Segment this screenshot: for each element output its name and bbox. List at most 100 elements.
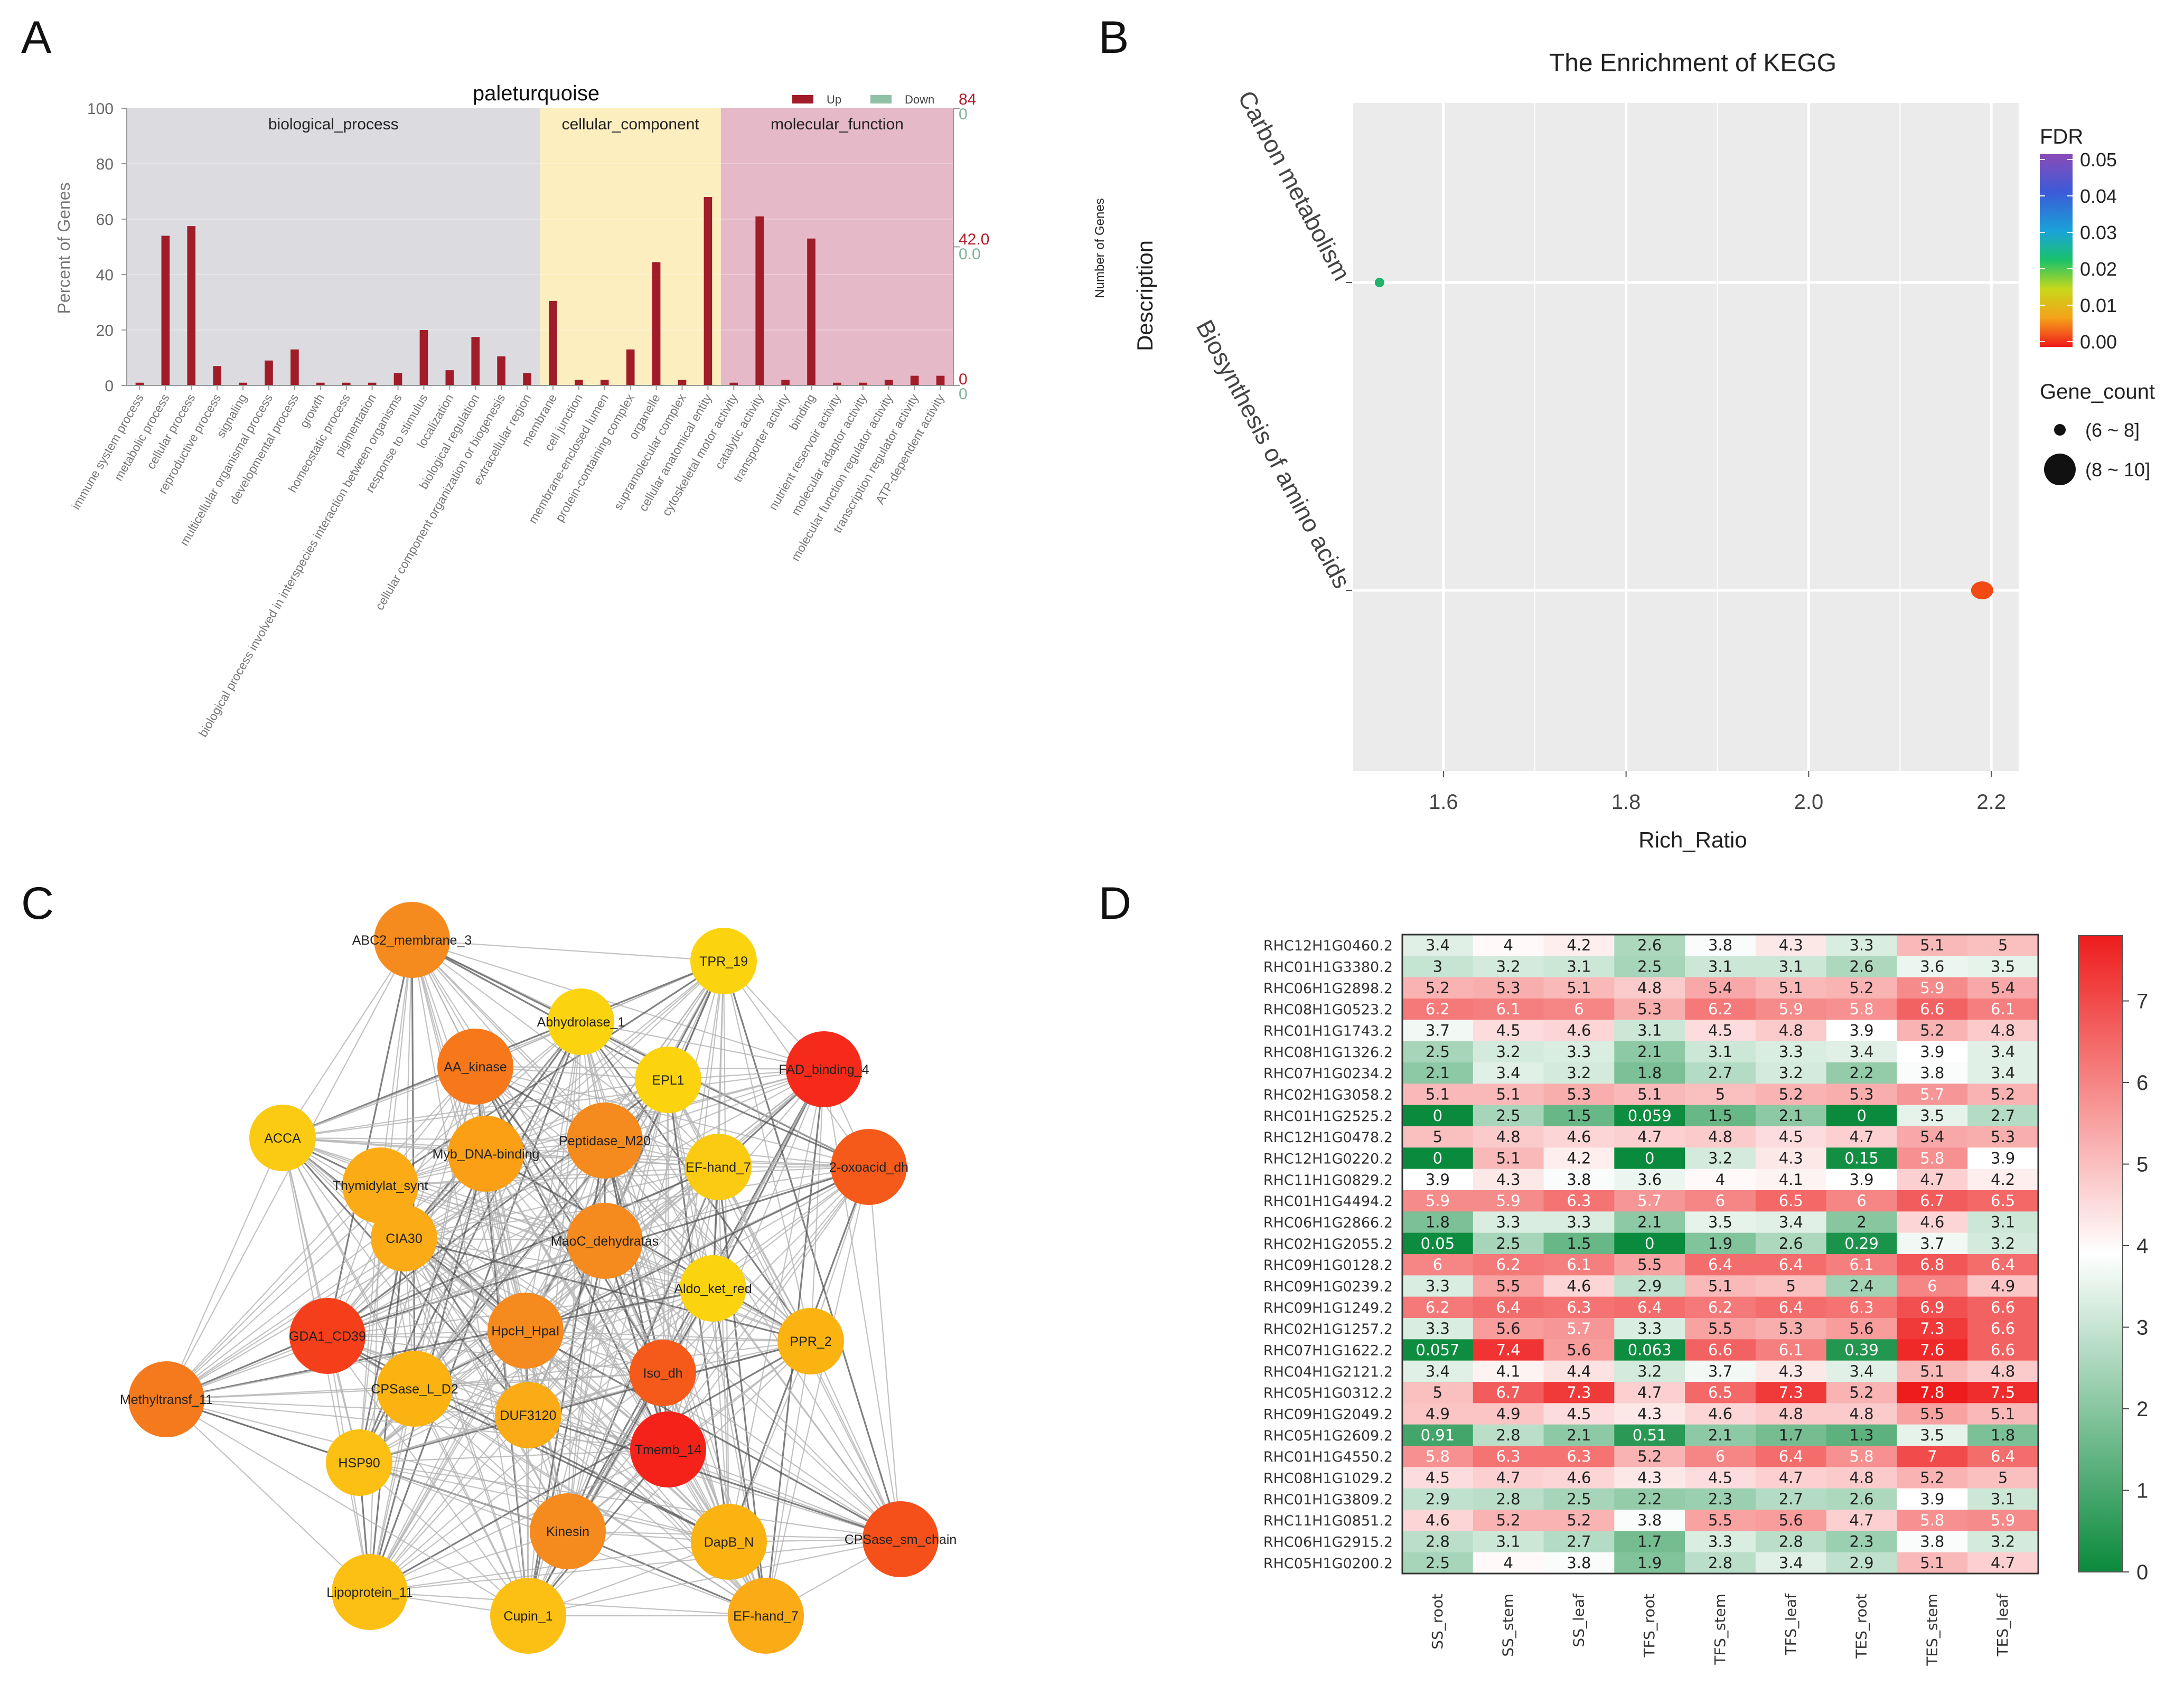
network-node: [685, 1134, 752, 1200]
network-edge: [369, 1541, 729, 1593]
heatmap-cell: [1755, 1510, 1827, 1531]
heatmap-cell: [1897, 1403, 1968, 1425]
network-node-label: AA_kinase: [444, 1060, 507, 1075]
heatmap-cell-value: 3.2: [1496, 1043, 1521, 1061]
network-node-label: MaoC_dehydratas: [551, 1234, 659, 1249]
heatmap-cell: [1614, 1318, 1685, 1340]
heatmap-cell-value: 3.1: [1779, 958, 1803, 976]
heatmap-cell: [1543, 977, 1615, 999]
colorbar-tick-label: 0.05: [2080, 149, 2117, 171]
x-tick-label: 1.6: [1429, 790, 1458, 814]
heatmap-col-label: TES_root: [1853, 1594, 1870, 1659]
heatmap-cell: [1614, 1041, 1685, 1063]
heatmap-cell: [1614, 1254, 1685, 1276]
network-node: [680, 1255, 746, 1322]
heatmap-cell-value: 6.4: [1779, 1256, 1803, 1274]
network-node: [728, 1578, 804, 1654]
heatmap-cell: [1897, 1211, 1968, 1233]
heatmap-cell-value: 0.51: [1633, 1426, 1667, 1444]
network-edge: [810, 1069, 825, 1342]
network-edge: [359, 1448, 669, 1464]
network-edge: [567, 1021, 582, 1532]
heatmap-cell-value: 5.1: [1426, 1086, 1450, 1104]
heatmap-cell-value: 5.2: [1991, 1086, 2015, 1104]
heatmap-cell: [1967, 1488, 2039, 1510]
colorbar-tick-label: 0.04: [2080, 185, 2117, 207]
fdr-colorbar: [2040, 154, 2073, 347]
bar-up: [342, 382, 351, 385]
network-node-label: EPL1: [652, 1073, 684, 1088]
network-edge: [403, 1238, 529, 1616]
heatmap-cell: [1826, 1211, 1897, 1233]
heatmap-cell-value: 5.3: [1567, 1086, 1591, 1104]
heatmap-cell: [1473, 1424, 1544, 1446]
heatmap-cell-value: 3.8: [1920, 1064, 1944, 1082]
heatmap-cell-value: 5.1: [1637, 1086, 1662, 1104]
heatmap-cell: [1473, 1126, 1544, 1148]
heatmap-cell-value: 5: [1433, 1128, 1442, 1146]
network-node-label: CPSase_L_D2: [371, 1382, 458, 1397]
network-edge: [358, 1238, 405, 1463]
right-axis-up-top: 84: [959, 91, 976, 108]
heatmap-cell-value: 7.4: [1496, 1341, 1521, 1359]
network-edge: [166, 1399, 370, 1593]
heatmap-cell-value: 5.1: [1779, 979, 1803, 997]
heatmap-cell-value: 6.1: [1991, 1000, 2015, 1018]
heatmap-cell: [1826, 1531, 1897, 1553]
network-edge: [282, 1137, 568, 1532]
heatmap-cell-value: 4.8: [1849, 1469, 1873, 1487]
heatmap-cell: [1967, 1552, 2039, 1574]
heatmap-cell-value: 6.3: [1496, 1447, 1521, 1465]
heatmap-cell-value: 5.3: [1496, 979, 1521, 997]
network-node-label: Tmemb_14: [635, 1443, 702, 1457]
network-edge: [567, 1166, 869, 1532]
heatmap-cell: [1967, 1020, 2039, 1042]
network-node: [332, 1554, 408, 1630]
panel-label-a: A: [21, 12, 52, 63]
heatmap-cell-value: 4.6: [1567, 1277, 1591, 1295]
heatmap-cell-value: 6.4: [1779, 1298, 1803, 1316]
network-edge: [662, 1079, 669, 1373]
heatmap-cell-value: 1.9: [1637, 1554, 1662, 1572]
heatmap-cell-value: 4.5: [1708, 1022, 1732, 1040]
heatmap-cell: [1685, 1062, 1756, 1084]
heatmap-cell: [1473, 999, 1544, 1020]
heatmap-cell-value: 0.91: [1421, 1426, 1455, 1444]
heatmap-cell: [1614, 1147, 1685, 1170]
heatmap-cell: [1755, 1446, 1827, 1467]
heatmap-cell-value: 2.1: [1708, 1426, 1732, 1444]
network-node-label: CPSase_sm_chain: [845, 1532, 957, 1547]
heatmap-cell-value: 6.3: [1567, 1298, 1591, 1316]
heatmap-cell: [1897, 1552, 1968, 1574]
heatmap-cell: [1826, 1190, 1897, 1212]
heatmap-cell: [1402, 1382, 1474, 1404]
heatmap-row-label: RHC01H1G4494.2: [1263, 1193, 1393, 1210]
legend-down-swatch: [870, 95, 892, 103]
heatmap-col-label: TFS_stem: [1711, 1594, 1729, 1665]
heatmap-cell: [1543, 1254, 1615, 1276]
heatmap-cell: [1543, 1531, 1615, 1553]
heatmap-cell-value: 6.6: [1991, 1320, 2015, 1338]
network-edge: [485, 960, 724, 1154]
heatmap-cell: [1897, 1126, 1968, 1148]
heatmap-cell-value: 4.9: [1991, 1277, 2015, 1295]
heatmap-cell: [1614, 1062, 1685, 1084]
heatmap-cell: [1473, 1318, 1544, 1340]
heatmap-cell: [1826, 1105, 1897, 1127]
heatmap-row-label: RHC12H1G0220.2: [1263, 1151, 1393, 1167]
heatmap-cell-value: 6.4: [1637, 1298, 1662, 1316]
heatmap-cell-value: 5.9: [1991, 1511, 2015, 1529]
network-node-label: 2-oxoacid_dh: [829, 1160, 908, 1175]
network-edge: [326, 939, 413, 1336]
heatmap-cell-value: 6.1: [1567, 1256, 1591, 1274]
heatmap-row-label: RHC02H1G1257.2: [1263, 1321, 1393, 1338]
heatmap-cell: [1967, 1169, 2039, 1191]
heatmap-cell: [1897, 1041, 1968, 1063]
network-edge: [485, 1153, 869, 1168]
bar-up: [290, 349, 299, 385]
y-tick-label: 80: [96, 156, 114, 173]
network-edge: [282, 1137, 605, 1242]
heatmap-cell-value: 3.8: [1637, 1511, 1662, 1529]
heatmap-cell: [1897, 977, 1968, 999]
heatmap-cell: [1826, 1318, 1897, 1340]
